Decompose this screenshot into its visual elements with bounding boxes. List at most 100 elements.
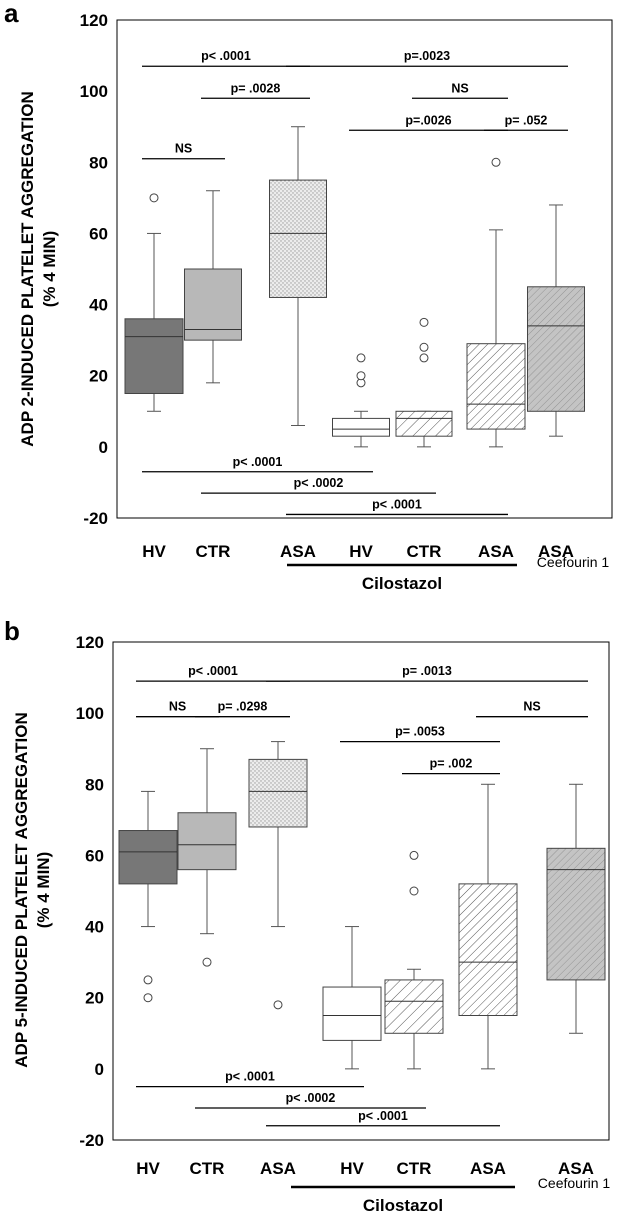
outlier-point — [356, 371, 366, 381]
iqr-box — [269, 179, 327, 298]
boxes — [118, 741, 606, 1070]
y-tick-label: 80 — [85, 775, 104, 794]
p-value-label: p< .0001 — [225, 1070, 275, 1084]
p-value-label: p< .0001 — [233, 455, 283, 469]
significance-brackets: p< .0001 p=.0023 p= .0028 NS p=.0026 p= .052 N… — [142, 49, 568, 516]
iqr-box — [466, 343, 526, 430]
outlier-point — [143, 993, 153, 1003]
box-cilostazol-hv — [332, 353, 390, 448]
p-value-label: p= .0298 — [218, 700, 268, 714]
outlier-point — [419, 353, 429, 363]
x-tick-label: ASA — [558, 1159, 594, 1178]
y-axis-ticks: -20 0 20 40 60 80 100 120 — [76, 633, 104, 1150]
p-value-label: p= .0053 — [395, 725, 445, 739]
boxes — [124, 126, 585, 448]
p-value-label: NS — [451, 81, 468, 95]
p-value-label: p= .052 — [505, 113, 548, 127]
p-value-label: p< .0001 — [188, 664, 238, 678]
plot-frame — [112, 641, 610, 1141]
box-asa — [248, 741, 308, 1010]
x-axis-labels: HV CTR ASA HV CTR ASA ASA — [136, 1159, 594, 1178]
p-value-label: p< .0002 — [294, 476, 344, 490]
p-value-label: NS — [175, 142, 192, 156]
box-cilostazol-asa — [458, 783, 518, 1070]
box-hv — [118, 790, 178, 1003]
box-ceefourin-1-asa — [527, 204, 585, 437]
outlier-point — [273, 1000, 283, 1010]
p-value-label: p=.0026 — [405, 113, 451, 127]
group-label: Cilostazol — [362, 574, 442, 593]
y-tick-label: -20 — [79, 1131, 104, 1150]
significance-brackets: p< .0001 p= .0013 NS p= .0298 NS p= .0053 p= .… — [136, 664, 588, 1127]
y-tick-label: 40 — [85, 918, 104, 937]
y-tick-label: 60 — [85, 846, 104, 865]
box-hv — [124, 193, 184, 412]
outlier-point — [409, 886, 419, 896]
x-tick-label: ASA — [260, 1159, 296, 1178]
y-axis-ticks: -20 0 20 40 60 80 100 120 — [80, 11, 108, 528]
group-label: Cilostazol — [363, 1196, 443, 1215]
iqr-box — [458, 883, 518, 1017]
x-tick-label: HV — [136, 1159, 160, 1178]
y-axis-label: ADP 2-INDUCED PLATELET AGGREGATION — [18, 91, 37, 446]
extra-treatment-label: Ceefourin 1 — [537, 554, 610, 570]
outlier-point — [419, 342, 429, 352]
y-tick-label: 0 — [99, 438, 108, 457]
p-value-label: NS — [523, 700, 540, 714]
y-tick-label: 20 — [89, 367, 108, 386]
y-axis-unit: (% 4 MIN) — [34, 852, 53, 929]
x-tick-label: HV — [349, 542, 373, 561]
panel-label: a — [4, 0, 19, 28]
y-axis-unit: (% 4 MIN) — [40, 231, 59, 308]
extra-treatment-label: Ceefourin 1 — [538, 1175, 611, 1191]
p-value-label: p< .0001 — [358, 1109, 408, 1123]
y-tick-label: 0 — [95, 1060, 104, 1079]
iqr-box — [184, 268, 242, 341]
x-tick-label: ASA — [280, 542, 316, 561]
box-cilostazol-ctr — [384, 850, 444, 1070]
iqr-box — [322, 986, 382, 1041]
p-value-label: p< .0001 — [201, 49, 251, 63]
box-ceefourin-1-asa — [546, 783, 606, 1034]
y-tick-label: 20 — [85, 989, 104, 1008]
x-tick-label: CTR — [196, 542, 231, 561]
y-tick-label: 100 — [76, 704, 104, 723]
iqr-box — [395, 410, 453, 437]
outlier-point — [419, 317, 429, 327]
p-value-label: p= .0013 — [402, 664, 452, 678]
iqr-box — [332, 417, 390, 437]
box-cilostazol-asa — [466, 157, 526, 448]
p-value-label: p< .0002 — [286, 1091, 336, 1105]
outlier-point — [202, 957, 212, 967]
y-tick-label: 120 — [76, 633, 104, 652]
p-value-label: p= .002 — [430, 757, 473, 771]
iqr-box — [177, 812, 237, 871]
x-tick-label: CTR — [407, 542, 442, 561]
box-ctr — [177, 748, 237, 967]
iqr-box — [527, 286, 585, 412]
panel-a: a -20 0 20 40 60 80 100 120 p< .0001 p=.0023 p= .… — [4, 0, 613, 593]
box-cilostazol-ctr — [395, 317, 453, 448]
y-tick-label: -20 — [83, 509, 108, 528]
y-tick-label: 120 — [80, 11, 108, 30]
y-tick-label: 40 — [89, 296, 108, 315]
x-tick-label: ASA — [478, 542, 514, 561]
iqr-box — [384, 979, 444, 1034]
y-axis-label: ADP 5-INDUCED PLATELET AGGREGATION — [12, 712, 31, 1067]
p-value-label: p= .0028 — [231, 81, 281, 95]
box-cilostazol-hv — [322, 926, 382, 1070]
iqr-box — [546, 847, 606, 981]
outlier-point — [143, 975, 153, 985]
x-tick-label: ASA — [470, 1159, 506, 1178]
x-tick-label: CTR — [397, 1159, 432, 1178]
x-tick-label: ASA — [538, 542, 574, 561]
panel-label: b — [4, 616, 20, 646]
p-value-label: NS — [169, 700, 186, 714]
x-tick-label: HV — [340, 1159, 364, 1178]
outlier-point — [409, 850, 419, 860]
iqr-box — [124, 318, 184, 394]
p-value-label: p=.0023 — [404, 49, 450, 63]
